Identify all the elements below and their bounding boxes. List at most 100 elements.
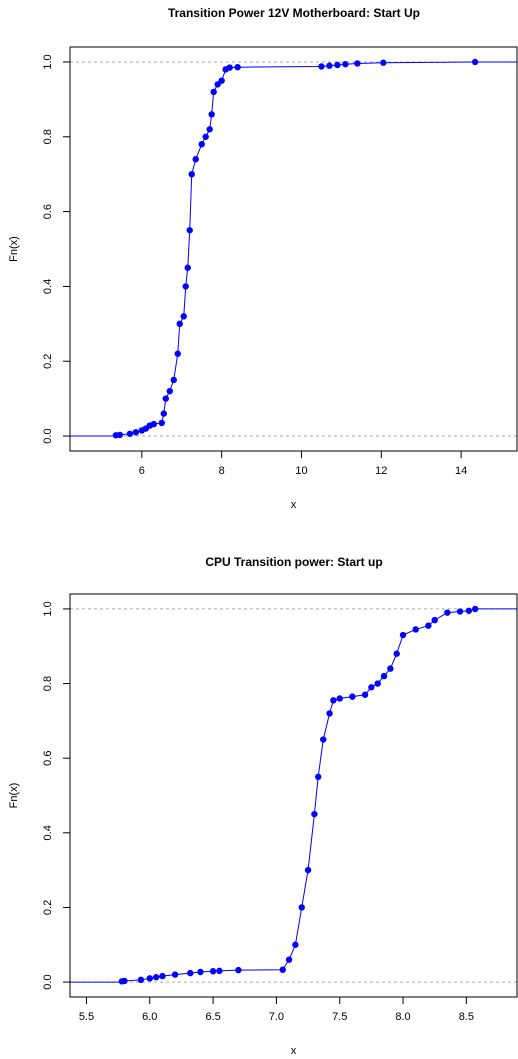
ecdf-point [354,60,361,67]
ecdf-point [285,956,293,963]
y-tick-label: 1.0 [42,54,54,69]
ecdf-point [374,680,381,687]
x-tick-label: 8.5 [459,1011,474,1023]
y-tick-label: 0.4 [42,279,54,294]
ecdf-point [465,607,473,614]
ecdf-point [202,133,209,140]
x-tick-label: 6.0 [142,1011,157,1023]
ecdf-point [216,967,223,975]
ecdf-point [399,631,407,639]
x-tick-label: 14 [455,465,467,477]
ecdf-point [206,126,213,133]
ecdf-point [158,419,165,427]
ecdf-point [334,61,341,69]
ecdf-point [393,650,400,657]
ecdf-point [320,736,327,743]
ecdf-point [444,609,451,616]
ecdf-point [342,61,349,68]
y-tick-label: 0.2 [42,900,54,915]
x-tick-label: 10 [295,465,307,477]
ecdf-point [159,972,166,980]
x-tick-label: 6 [139,465,145,477]
ecdf-point [198,141,205,148]
ecdf-point [160,410,167,417]
y-tick-label: 0.0 [42,974,54,989]
ecdf-point [368,684,375,691]
ecdf-point [208,111,215,118]
ecdf-point [126,430,134,437]
x-axis-label: x [291,1045,297,1057]
x-axis-label: x [291,499,297,511]
ecdf-point [218,77,225,84]
ecdf-point [146,975,153,982]
x-tick-label: 7.5 [332,1011,347,1023]
ecdf-point [182,283,189,290]
x-tick-label: 8 [219,465,225,477]
ecdf-point [166,387,173,395]
ecdf-point [326,62,333,69]
y-axis-label: Fn(x) [8,783,20,809]
chart-title: Transition Power 12V Motherboard: Start … [168,6,420,20]
ecdf-point [176,320,183,328]
ecdf-point [387,665,394,672]
ecdf-point [318,63,325,70]
ecdf-point [279,966,286,973]
ecdf-point [184,264,191,271]
y-tick-label: 0.2 [42,354,54,369]
ecdf-point [197,968,204,976]
ecdf-point [234,63,241,71]
y-tick-label: 1.0 [42,601,54,616]
ecdf-line [115,61,476,436]
x-tick-label: 7.0 [269,1011,284,1023]
ecdf-point [349,693,356,700]
ecdf-point [137,976,145,984]
ecdf-point [314,773,322,781]
x-tick-label: 8.0 [395,1011,410,1023]
ecdf-point [210,88,217,96]
ecdf-point [326,710,333,717]
ecdf-point [116,431,124,439]
ecdf-point [304,866,312,874]
ecdf-point [214,81,221,88]
y-axis-label: Fn(x) [8,236,20,262]
x-tick-label: 12 [375,465,387,477]
ecdf-point [456,608,464,615]
ecdf-point [187,969,194,977]
ecdf-point [471,58,479,66]
ecdf-point [209,968,217,975]
ecdf-point [162,395,169,402]
x-tick-label: 6.5 [205,1011,220,1023]
ecdf-point [186,227,193,234]
y-tick-label: 0.6 [42,204,54,219]
plot-frame [69,593,518,998]
ecdf-point [292,941,299,948]
ecdf-point [330,697,337,704]
ecdf-point [380,59,387,66]
ecdf-point [174,350,181,357]
ecdf-point [170,376,177,384]
ecdf-point [298,904,305,911]
ecdf-point [235,966,242,974]
ecdf-point [361,691,369,698]
ecdf-point [192,156,199,163]
ecdf-point [150,420,158,428]
y-tick-label: 0.8 [42,676,54,691]
y-tick-label: 0.0 [42,428,54,443]
ecdf-point [431,616,438,624]
ecdf-point [425,622,432,629]
ecdf-point [336,695,343,702]
ecdf-point [472,605,479,613]
x-tick-label: 5.5 [79,1011,94,1023]
ecdf-point [152,974,160,981]
y-tick-label: 0.6 [42,751,54,766]
ecdf-point [412,626,419,633]
ecdf-point [132,429,140,436]
ecdf-point [188,170,195,178]
ecdf-point [180,313,187,320]
ecdf-point [380,672,388,680]
ecdf-point [226,64,233,71]
ecdf-point [311,810,318,818]
ecdf-point [171,971,179,978]
ecdf-point [121,977,128,985]
